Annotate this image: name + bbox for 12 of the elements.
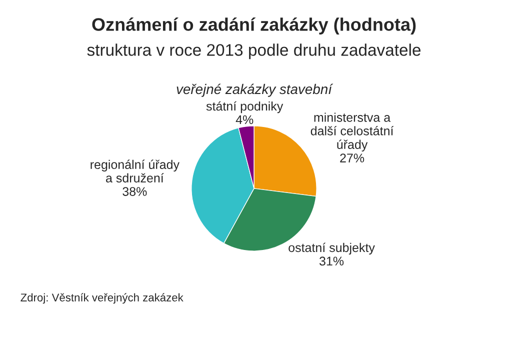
slice-label: státní podniky <box>206 101 284 114</box>
chart-title: Oznámení o zadání zakázky (hodnota) <box>92 17 416 34</box>
slice-label: ostatní subjekty <box>288 242 375 255</box>
text: veřejné zakázky stavební <box>176 84 334 97</box>
data-label: 4% <box>236 115 254 124</box>
data-label: 38% <box>122 187 147 196</box>
slice-label: regionální úřady a sdružení <box>90 160 180 182</box>
text: Zdroj: Věstník veřejných zakázek <box>20 293 184 304</box>
data-label: 27% <box>340 154 364 162</box>
data-label: 31% <box>319 256 344 266</box>
chart-subtitle: struktura v roce 2013 podle druhu zadavatele <box>87 44 421 60</box>
slice-label: ministerstva a další celostátní úřady <box>310 112 394 152</box>
